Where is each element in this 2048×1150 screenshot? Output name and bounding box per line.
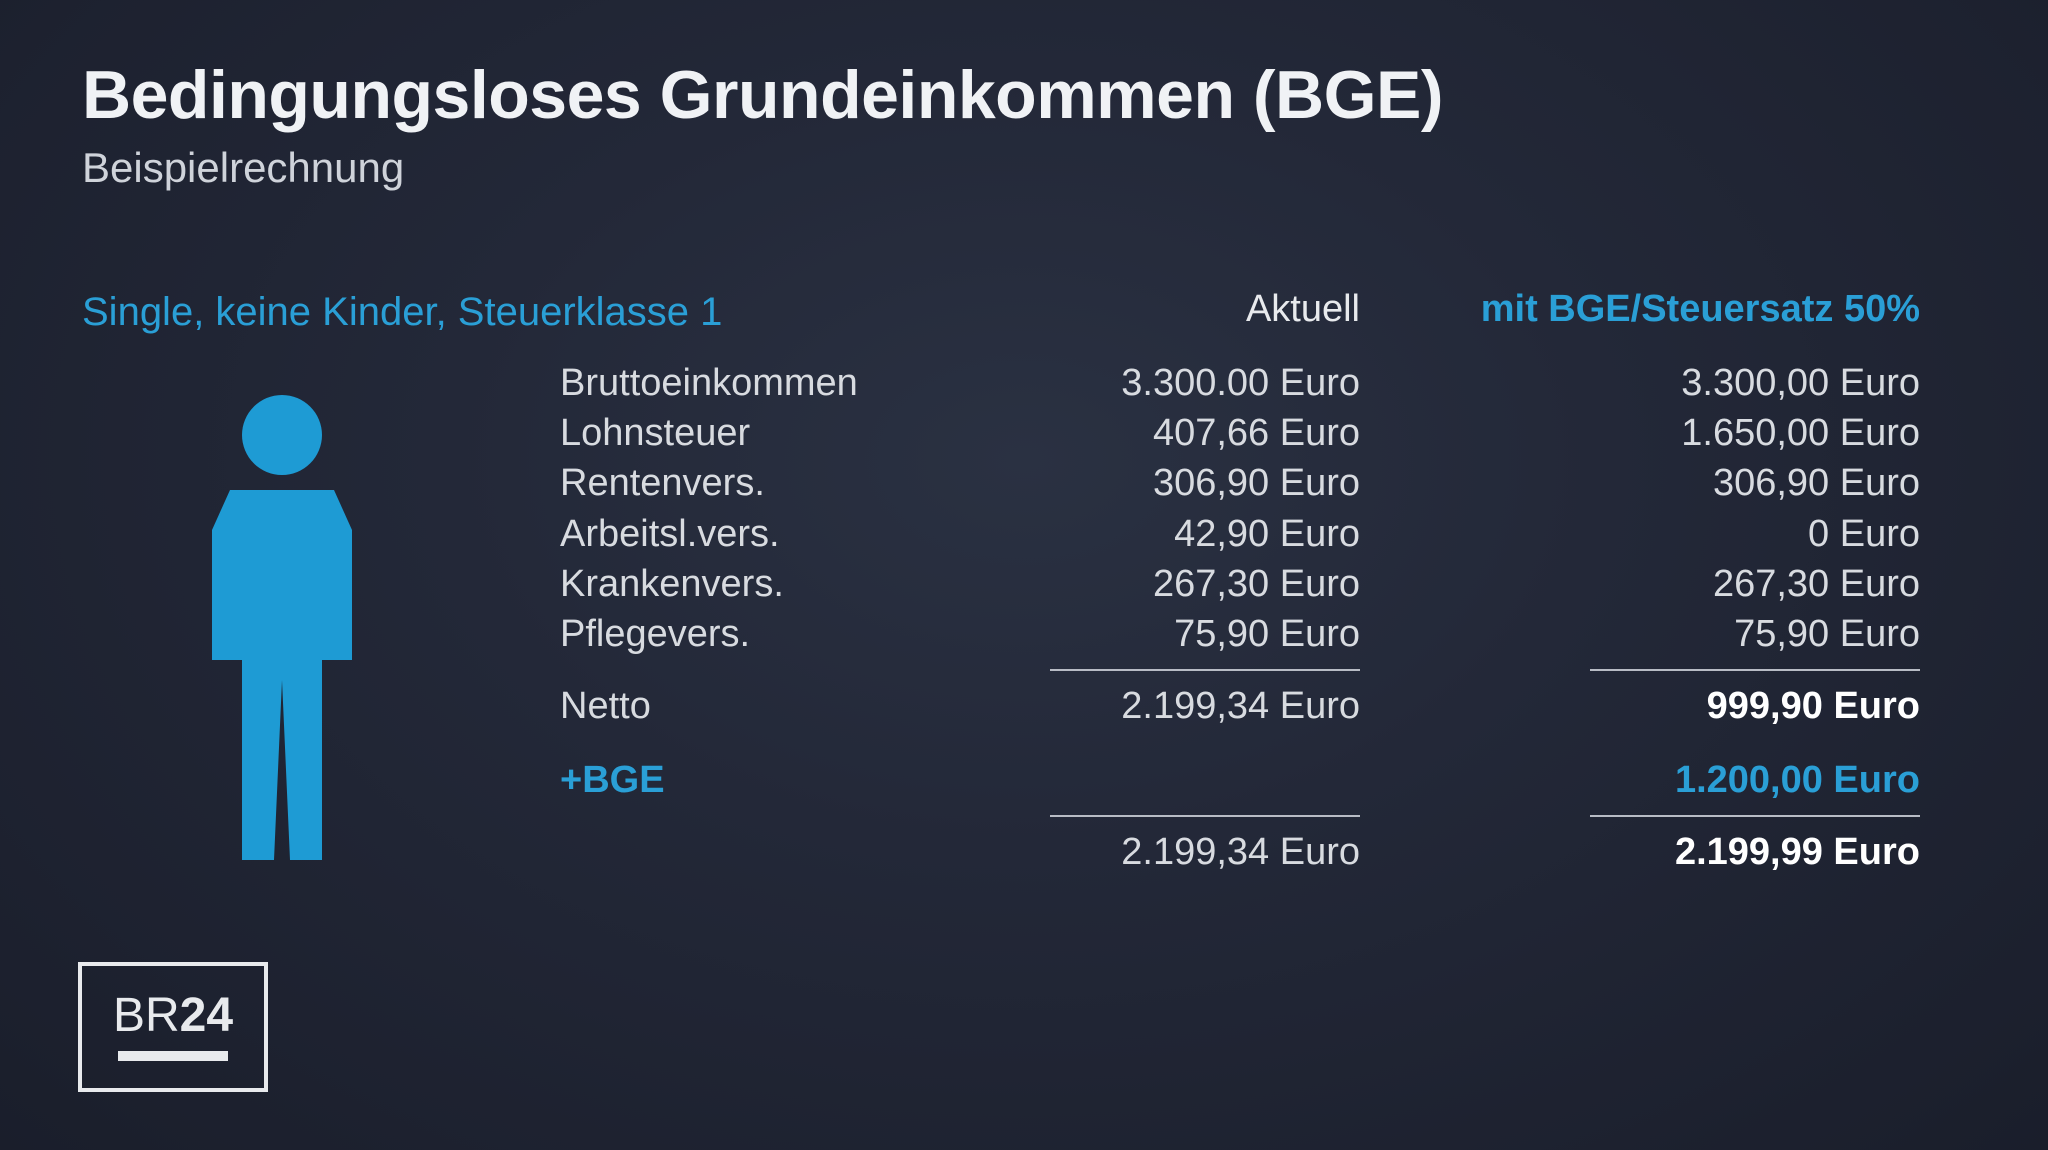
row-val-a: 42,90 Euro [980, 509, 1400, 559]
row-val-b: 267,30 Euro [1400, 559, 1940, 609]
calculation-table: Aktuell mit BGE/Steuersatz 50% Bruttoein… [560, 284, 1960, 878]
row-val-a: 3.300.00 Euro [980, 358, 1400, 408]
logo-text: BR24 [113, 988, 233, 1043]
table-row: Krankenvers. 267,30 Euro 267,30 Euro [560, 559, 1960, 609]
total-row: 2.199,34 Euro 2.199,99 Euro [560, 827, 1960, 877]
row-val-a: 306,90 Euro [980, 458, 1400, 508]
row-label: Netto [560, 681, 980, 731]
row-val-b: 306,90 Euro [1400, 458, 1940, 508]
row-val-a: 2.199,34 Euro [980, 827, 1400, 877]
col-header-current: Aktuell [980, 284, 1400, 334]
page-subtitle: Beispielrechnung [82, 144, 1443, 192]
column-headers: Aktuell mit BGE/Steuersatz 50% [560, 284, 1960, 334]
logo-bar [118, 1051, 228, 1061]
row-label: Arbeitsl.vers. [560, 509, 980, 559]
row-val-b: 3.300,00 Euro [1400, 358, 1940, 408]
col-header-bge: mit BGE/Steuersatz 50% [1400, 284, 1940, 334]
person-icon [182, 390, 382, 870]
row-label: Krankenvers. [560, 559, 980, 609]
br24-logo: BR24 [78, 962, 268, 1092]
row-label: Bruttoeinkommen [560, 358, 980, 408]
row-val-a: 407,66 Euro [980, 408, 1400, 458]
row-label: +BGE [560, 755, 980, 805]
row-val-b: 1.650,00 Euro [1400, 408, 1940, 458]
row-val-a: 2.199,34 Euro [980, 681, 1400, 731]
table-row: Pflegevers. 75,90 Euro 75,90 Euro [560, 609, 1960, 659]
row-val-b: 75,90 Euro [1400, 609, 1940, 659]
row-val-a: 75,90 Euro [980, 609, 1400, 659]
row-label: Pflegevers. [560, 609, 980, 659]
page-title: Bedingungsloses Grundeinkommen (BGE) [82, 56, 1443, 134]
row-label: Lohnsteuer [560, 408, 980, 458]
row-val-b: 1.200,00 Euro [1400, 755, 1940, 805]
table-row: Rentenvers. 306,90 Euro 306,90 Euro [560, 458, 1960, 508]
row-val-b: 2.199,99 Euro [1400, 827, 1940, 877]
header: Bedingungsloses Grundeinkommen (BGE) Bei… [82, 56, 1443, 192]
table-row: Bruttoeinkommen 3.300.00 Euro 3.300,00 E… [560, 358, 1960, 408]
row-val-b: 0 Euro [1400, 509, 1940, 559]
netto-row: Netto 2.199,34 Euro 999,90 Euro [560, 681, 1960, 731]
row-val-a: 267,30 Euro [980, 559, 1400, 609]
table-row: Arbeitsl.vers. 42,90 Euro 0 Euro [560, 509, 1960, 559]
bge-row: +BGE 1.200,00 Euro [560, 755, 1960, 805]
table-row: Lohnsteuer 407,66 Euro 1.650,00 Euro [560, 408, 1960, 458]
row-val-b: 999,90 Euro [1400, 681, 1940, 731]
row-label: Rentenvers. [560, 458, 980, 508]
